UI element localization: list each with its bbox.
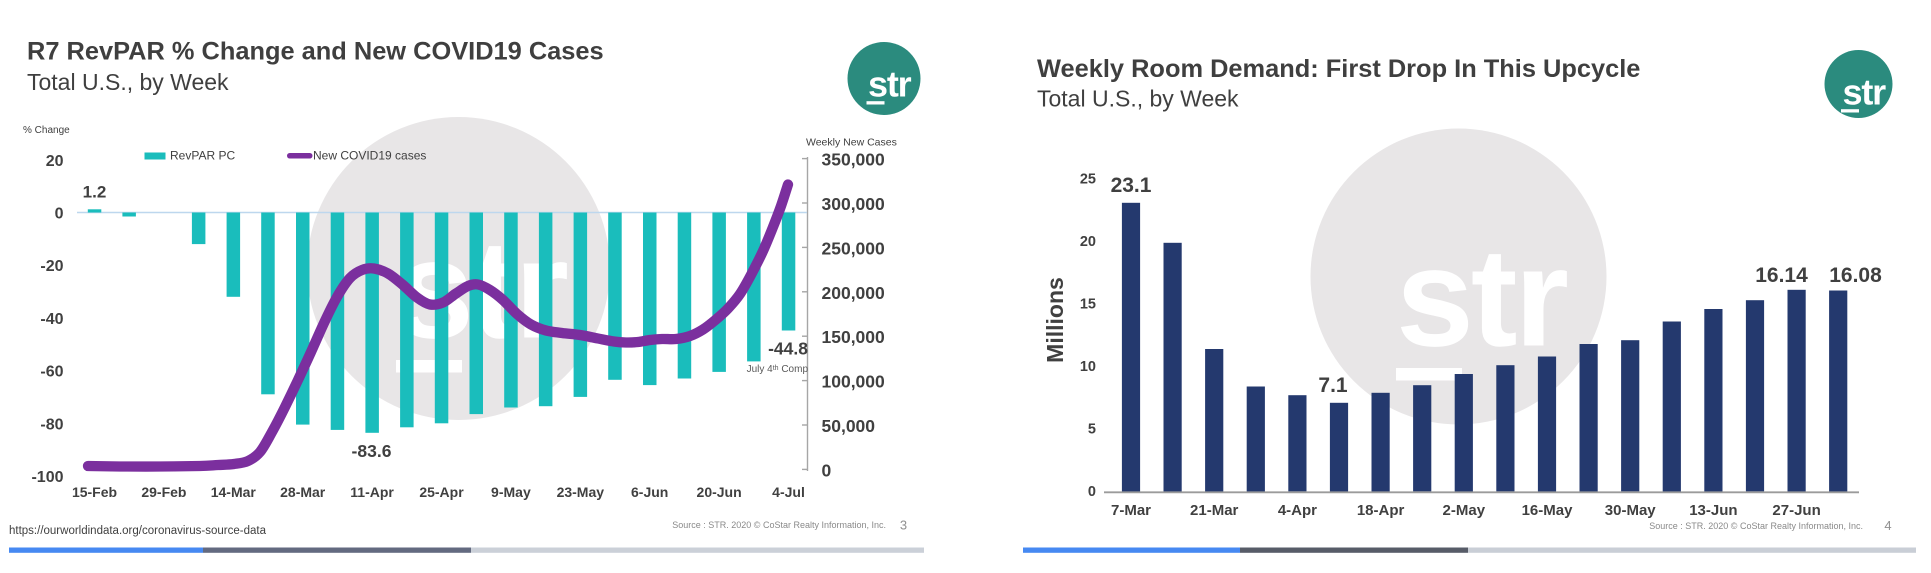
svg-text:str: str bbox=[1396, 219, 1567, 376]
svg-text:str: str bbox=[868, 63, 912, 104]
svg-text:15: 15 bbox=[1080, 297, 1096, 313]
svg-text:28-Mar: 28-Mar bbox=[280, 484, 326, 500]
svg-text:-100: -100 bbox=[31, 469, 63, 486]
svg-text:5: 5 bbox=[1088, 422, 1096, 438]
svg-text:4-Jul: 4-Jul bbox=[772, 484, 805, 500]
svg-text:0: 0 bbox=[822, 460, 832, 480]
svg-text:1.2: 1.2 bbox=[83, 183, 107, 202]
svg-text:16.08: 16.08 bbox=[1829, 264, 1882, 287]
svg-text:14-Mar: 14-Mar bbox=[211, 484, 257, 500]
svg-text:https://ourworldindata.org/cor: https://ourworldindata.org/coronavirus-s… bbox=[9, 525, 267, 537]
svg-text:6-Jun: 6-Jun bbox=[631, 484, 668, 500]
svg-text:-20: -20 bbox=[40, 258, 63, 275]
svg-text:New COVID19 cases: New COVID19 cases bbox=[313, 149, 426, 163]
svg-text:-44.8: -44.8 bbox=[768, 339, 808, 359]
svg-text:16.14: 16.14 bbox=[1755, 264, 1808, 287]
svg-text:RevPAR PC: RevPAR PC bbox=[170, 149, 235, 163]
svg-text:-40: -40 bbox=[40, 311, 63, 328]
svg-text:-83.6: -83.6 bbox=[352, 441, 392, 461]
svg-text:Millions: Millions bbox=[1042, 277, 1068, 363]
svg-text:Source : STR. 2020 © CoStar Re: Source : STR. 2020 © CoStar Realty Infor… bbox=[1649, 521, 1863, 531]
svg-text:Source : STR. 2020 © CoStar Re: Source : STR. 2020 © CoStar Realty Infor… bbox=[672, 520, 886, 530]
svg-text:29-Feb: 29-Feb bbox=[141, 484, 186, 500]
svg-text:7.1: 7.1 bbox=[1318, 374, 1348, 397]
svg-text:13-Jun: 13-Jun bbox=[1689, 502, 1737, 519]
svg-text:20-Jun: 20-Jun bbox=[697, 484, 742, 500]
svg-text:R7 RevPAR % Change and New COV: R7 RevPAR % Change and New COVID19 Cases bbox=[27, 37, 604, 65]
svg-text:Total U.S., by Week: Total U.S., by Week bbox=[1037, 85, 1239, 111]
svg-text:11-Apr: 11-Apr bbox=[350, 484, 394, 500]
svg-text:0: 0 bbox=[55, 206, 64, 223]
svg-text:July 4th Comp: July 4th Comp bbox=[747, 364, 809, 375]
svg-text:4: 4 bbox=[1884, 518, 1891, 533]
svg-text:15-Feb: 15-Feb bbox=[72, 484, 117, 500]
svg-text:18-Apr: 18-Apr bbox=[1357, 502, 1405, 519]
svg-text:Total U.S., by Week: Total U.S., by Week bbox=[27, 69, 229, 95]
svg-text:27-Jun: 27-Jun bbox=[1772, 502, 1820, 519]
svg-text:-80: -80 bbox=[40, 416, 63, 433]
svg-text:25: 25 bbox=[1080, 172, 1096, 188]
svg-text:4-Apr: 4-Apr bbox=[1278, 502, 1317, 519]
svg-text:0: 0 bbox=[1088, 484, 1096, 500]
svg-text:30-May: 30-May bbox=[1605, 502, 1657, 519]
svg-text:20: 20 bbox=[1080, 234, 1096, 250]
svg-text:23-May: 23-May bbox=[557, 484, 605, 500]
svg-text:Weekly New Cases: Weekly New Cases bbox=[806, 137, 897, 149]
svg-text:str: str bbox=[1843, 72, 1887, 113]
svg-text:23.1: 23.1 bbox=[1111, 174, 1152, 197]
svg-text:16-May: 16-May bbox=[1522, 502, 1574, 519]
svg-text:250,000: 250,000 bbox=[822, 238, 886, 258]
svg-text:300,000: 300,000 bbox=[822, 194, 886, 214]
svg-text:25-Apr: 25-Apr bbox=[419, 484, 464, 500]
svg-text:350,000: 350,000 bbox=[822, 150, 886, 170]
svg-text:2-May: 2-May bbox=[1443, 502, 1486, 519]
svg-text:200,000: 200,000 bbox=[822, 283, 886, 303]
svg-text:7-Mar: 7-Mar bbox=[1111, 502, 1151, 519]
svg-text:% Change: % Change bbox=[23, 125, 70, 136]
svg-text:9-May: 9-May bbox=[491, 484, 531, 500]
svg-text:150,000: 150,000 bbox=[822, 327, 886, 347]
svg-text:10: 10 bbox=[1080, 359, 1096, 375]
svg-text:Weekly Room Demand: First Drop: Weekly Room Demand: First Drop In This U… bbox=[1037, 55, 1640, 83]
svg-text:20: 20 bbox=[46, 153, 64, 170]
svg-text:100,000: 100,000 bbox=[822, 372, 886, 392]
svg-text:21-Mar: 21-Mar bbox=[1190, 502, 1239, 519]
svg-text:3: 3 bbox=[900, 518, 907, 533]
svg-text:50,000: 50,000 bbox=[822, 416, 876, 436]
svg-text:-60: -60 bbox=[40, 364, 63, 381]
